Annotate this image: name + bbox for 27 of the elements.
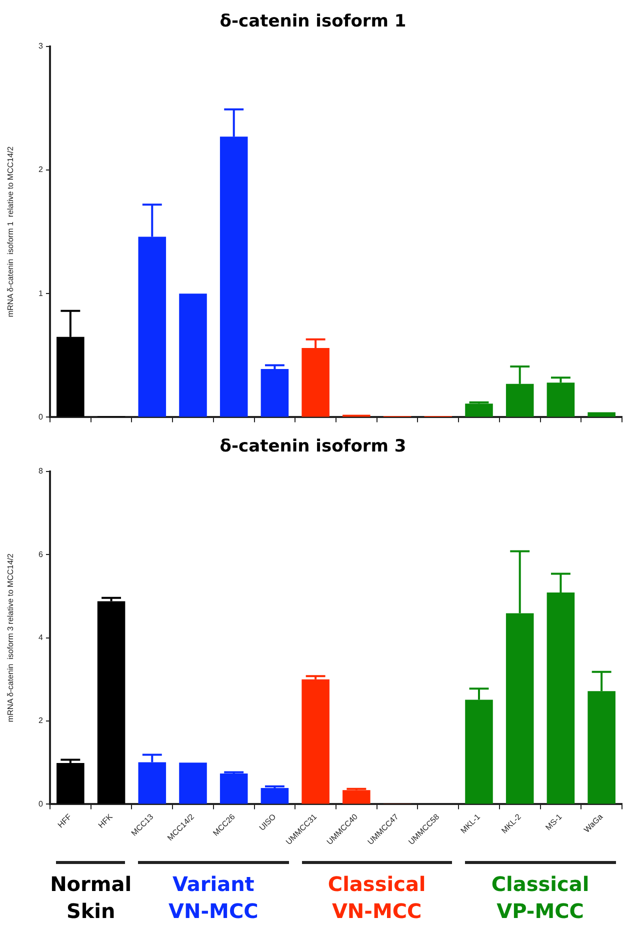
bar [302, 679, 330, 804]
bar [260, 368, 289, 417]
y-tick-label: 3 [38, 42, 44, 51]
bar [220, 773, 248, 804]
y-tick-label: 4 [38, 633, 44, 642]
text: Classical VN-MCC [326, 871, 427, 925]
bar [588, 412, 616, 417]
y-tick-label: 2 [38, 716, 44, 726]
chart-title: δ-catenin isoform 3 [220, 436, 406, 457]
bar [179, 762, 207, 804]
bar [260, 788, 289, 804]
y-tick-label: 8 [38, 466, 44, 476]
text: Normal Skin [49, 871, 133, 925]
y-tick-label: 0 [38, 412, 44, 422]
chart-title: δ-catenin isoform 1 [220, 12, 406, 32]
bar [465, 404, 493, 417]
y-axis-title: mRNA δ-catenin isoform 3 relative to MCC14/2 [6, 553, 16, 722]
bar [97, 601, 126, 804]
y-tick-label: 1 [38, 288, 44, 298]
y-axis-title: mRNA δ-catenin isoform 1 relative to MCC14/2 [6, 146, 16, 318]
bar [179, 294, 207, 417]
bar [342, 790, 370, 804]
y-tick-label: 2 [38, 165, 44, 174]
text: Variant VN-MCC [168, 872, 258, 923]
y-tick-label: 0 [38, 799, 44, 808]
y-tick-label: 6 [38, 550, 44, 559]
text: Classical VP-MCC [490, 871, 590, 925]
